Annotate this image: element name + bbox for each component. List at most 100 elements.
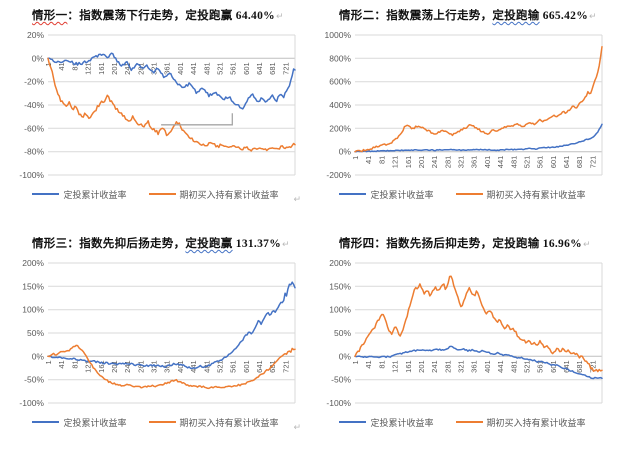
- chart-title-scenario-1: 情形一：指数震荡下行走势，定投跑赢 64.40%↵: [8, 6, 303, 27]
- svg-text:800%: 800%: [329, 53, 351, 63]
- svg-text:600%: 600%: [329, 77, 351, 87]
- svg-text:400%: 400%: [329, 100, 351, 110]
- svg-text:401: 401: [176, 62, 185, 75]
- buyhold-line-swatch-icon: [455, 421, 483, 423]
- svg-text:201: 201: [110, 360, 119, 373]
- svg-text:441: 441: [496, 156, 505, 169]
- svg-text:50%: 50%: [27, 328, 44, 338]
- svg-text:121: 121: [84, 360, 93, 373]
- dca-line-swatch-icon: [32, 421, 60, 423]
- svg-text:200%: 200%: [329, 123, 351, 133]
- svg-text:-40%: -40%: [24, 100, 44, 110]
- svg-text:0%: 0%: [339, 147, 352, 157]
- title-segment: 131.37%: [232, 238, 282, 250]
- svg-text:161: 161: [404, 156, 413, 169]
- chart-title-text: 情形四：指数先扬后抑走势，定投跑输 16.96%: [339, 238, 582, 250]
- buyhold-line-swatch-icon: [148, 193, 176, 195]
- svg-text:81: 81: [377, 360, 386, 368]
- panel-scenario-4: 情形四：指数先扬后抑走势，定投跑输 16.96%↵ 200% 150% 100% 50…: [315, 232, 610, 458]
- svg-text:361: 361: [163, 62, 172, 75]
- svg-text:50%: 50%: [334, 328, 351, 338]
- svg-text:681: 681: [575, 360, 584, 373]
- svg-text:641: 641: [562, 156, 571, 169]
- svg-text:200%: 200%: [329, 258, 351, 268]
- svg-text:641: 641: [255, 360, 264, 373]
- svg-text:321: 321: [150, 62, 159, 75]
- legend-item-dca: 定投累计收益率: [32, 188, 127, 201]
- panel-scenario-1: 情形一：指数震荡下行走势，定投跑赢 64.40%↵ 20% 0% -20% -40% -…: [8, 4, 303, 230]
- svg-text:121: 121: [84, 62, 93, 75]
- chart-legend: 定投累计收益率 期初买入持有累计收益率 ↵: [8, 185, 303, 205]
- svg-text:-80%: -80%: [24, 147, 44, 157]
- svg-text:-20%: -20%: [24, 77, 44, 87]
- svg-text:241: 241: [430, 360, 439, 373]
- svg-text:1: 1: [44, 62, 53, 66]
- svg-text:100%: 100%: [22, 305, 44, 315]
- svg-text:441: 441: [189, 62, 198, 75]
- svg-text:241: 241: [430, 156, 439, 169]
- legend-label-dca: 定投累计收益率: [63, 189, 127, 200]
- dca-line-swatch-icon: [339, 421, 367, 423]
- svg-text:201: 201: [417, 360, 426, 373]
- legend-label-dca: 定投累计收益率: [370, 417, 434, 428]
- chart-title-text: 情形三：指数先抑后扬走势，定投跑赢 131.37%: [32, 238, 281, 250]
- line-chart-scenario-2: 1000% 800% 600% 400% 200% 0% -200% 1 41 81 121 161 2…: [325, 30, 603, 180]
- svg-text:561: 561: [229, 62, 238, 75]
- legend-label-buyhold: 期初买入持有累计收益率: [179, 189, 279, 200]
- svg-text:641: 641: [255, 62, 264, 75]
- svg-text:401: 401: [176, 360, 185, 373]
- line-chart-scenario-1: 20% 0% -20% -40% -60% -80% -100% 1 41 81 121 161 201…: [19, 30, 296, 180]
- svg-text:20%: 20%: [27, 30, 44, 40]
- chart-title-scenario-2: 情形二：指数震荡上行走势，定投跑输 665.42%↵: [315, 6, 610, 27]
- chart-title-scenario-4: 情形四：指数先扬后抑走势，定投跑输 16.96%↵: [315, 234, 610, 255]
- svg-text:150%: 150%: [22, 281, 44, 291]
- svg-text:150%: 150%: [329, 281, 351, 291]
- chart-legend: 定投累计收益率 期初买入持有累计收益率 ↵: [8, 413, 303, 433]
- svg-text:-100%: -100%: [19, 170, 44, 180]
- legend-item-buyhold: 期初买入持有累计收益率: [148, 416, 279, 429]
- svg-text:561: 561: [536, 156, 545, 169]
- svg-text:-50%: -50%: [331, 375, 351, 385]
- title-segment: 定投跑输: [492, 10, 540, 22]
- legend-label-buyhold: 期初买入持有累计收益率: [486, 417, 586, 428]
- dca-line-swatch-icon: [339, 193, 367, 195]
- svg-text:321: 321: [457, 156, 466, 169]
- svg-text:41: 41: [364, 156, 373, 164]
- svg-text:401: 401: [483, 360, 492, 373]
- svg-text:161: 161: [97, 360, 106, 373]
- svg-text:481: 481: [509, 360, 518, 373]
- svg-text:601: 601: [242, 360, 251, 373]
- svg-text:441: 441: [189, 360, 198, 373]
- svg-text:0%: 0%: [32, 351, 45, 361]
- chart-title-text: 情形二：指数震荡上行走势，定投跑输 665.42%: [339, 10, 588, 22]
- svg-text:401: 401: [483, 156, 492, 169]
- title-segment: 665.42%: [539, 10, 589, 22]
- charts-grid: 情形一：指数震荡下行走势，定投跑赢 64.40%↵ 20% 0% -20% -40% -…: [8, 4, 610, 458]
- legend-label-buyhold: 期初买入持有累计收益率: [179, 417, 279, 428]
- svg-text:81: 81: [377, 156, 386, 164]
- chart-title-text: 情形一：指数震荡下行走势，定投跑赢 64.40%: [32, 10, 275, 22]
- legend-label-dca: 定投累计收益率: [63, 417, 127, 428]
- svg-text:201: 201: [417, 156, 426, 169]
- svg-text:681: 681: [575, 156, 584, 169]
- svg-text:521: 521: [216, 62, 225, 75]
- svg-text:601: 601: [549, 156, 558, 169]
- svg-text:-200%: -200%: [326, 170, 351, 180]
- svg-text:321: 321: [150, 360, 159, 373]
- svg-text:241: 241: [123, 62, 132, 75]
- svg-text:1: 1: [44, 360, 53, 364]
- svg-text:601: 601: [549, 360, 558, 373]
- panel-scenario-2: 情形二：指数震荡上行走势，定投跑输 665.42%↵ 1000% 800% 600%…: [315, 4, 610, 230]
- buyhold-line-swatch-icon: [455, 193, 483, 195]
- svg-text:441: 441: [496, 360, 505, 373]
- svg-text:561: 561: [536, 360, 545, 373]
- svg-text:41: 41: [364, 360, 373, 368]
- svg-text:41: 41: [57, 62, 66, 70]
- legend-item-dca: 定投累计收益率: [339, 188, 434, 201]
- chart-legend: 定投累计收益率 期初买入持有累计收益率: [315, 185, 610, 203]
- svg-text:521: 521: [523, 156, 532, 169]
- svg-text:121: 121: [391, 156, 400, 169]
- legend-item-buyhold: 期初买入持有累计收益率: [148, 188, 279, 201]
- svg-text:81: 81: [70, 360, 79, 368]
- svg-text:-50%: -50%: [24, 375, 44, 385]
